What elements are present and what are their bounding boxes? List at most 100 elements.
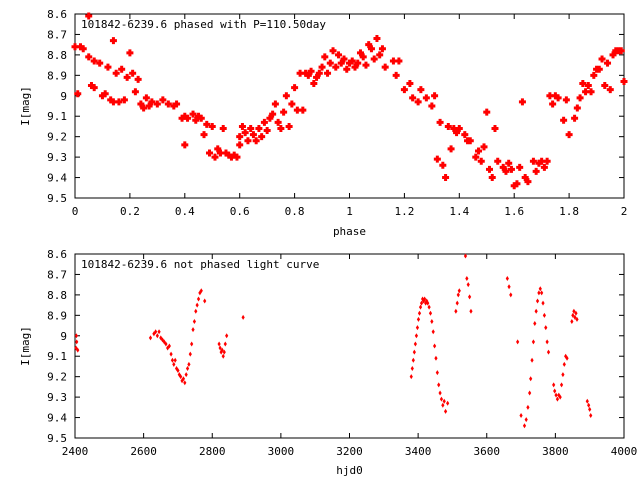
data-point (75, 339, 79, 345)
data-point (71, 43, 79, 51)
y-tick-label: 9.1 (47, 350, 67, 363)
data-point (155, 333, 159, 339)
data-point (519, 413, 523, 419)
data-point (170, 357, 175, 363)
data-point (571, 312, 575, 318)
x-tick-label: 2 (621, 205, 628, 218)
data-point (335, 51, 343, 59)
data-point (570, 318, 574, 324)
data-point (454, 308, 458, 314)
data-point (214, 145, 222, 153)
data-point (546, 349, 551, 355)
data-point (266, 114, 274, 122)
data-point (555, 396, 560, 402)
x-axis-label: phase (333, 225, 366, 238)
y-tick-label: 9.2 (47, 371, 67, 384)
x-tick-label: 1 (346, 205, 353, 218)
data-point (441, 402, 445, 408)
data-point (199, 288, 203, 294)
data-point (538, 157, 546, 165)
data-point (107, 96, 115, 104)
y-tick-label: 9 (60, 330, 67, 343)
data-point (411, 357, 415, 363)
data-point (415, 325, 420, 331)
x-tick-label: 3600 (474, 445, 501, 458)
data-point (137, 100, 145, 108)
chart-title: 101842-6239.6 phased with P=110.50day (81, 18, 326, 31)
data-point (488, 174, 496, 182)
data-point (340, 55, 348, 63)
y-axis: 8.6 8.7 8.8 8.9 9 9.1 9.2 9.3 9.4 9.5 (47, 8, 624, 205)
x-tick-label: 3000 (268, 445, 295, 458)
data-point (376, 51, 384, 59)
y-tick-label: 8.7 (47, 28, 67, 41)
data-point (617, 47, 625, 55)
data-point (537, 290, 541, 296)
x-tick-label: 2600 (130, 445, 157, 458)
data-point (529, 157, 537, 165)
x-tick-label: 2400 (62, 445, 89, 458)
data-point (587, 88, 595, 96)
y-tick-label: 9.5 (47, 192, 67, 205)
data-point (221, 353, 225, 359)
data-point (565, 355, 569, 361)
data-point (533, 321, 537, 327)
y-axis-label: I[mag] (19, 86, 32, 126)
data-point (438, 390, 442, 396)
data-point (362, 61, 370, 69)
y-tick-label: 8.8 (47, 289, 67, 302)
data-point (109, 37, 117, 45)
data-point (346, 59, 353, 67)
data-point (510, 182, 518, 190)
x-tick-label: 0 (72, 205, 79, 218)
data-point (499, 163, 507, 171)
data-point (238, 122, 246, 130)
data-point (206, 149, 214, 157)
data-point (494, 157, 502, 165)
data-point (76, 347, 80, 353)
data-point (351, 63, 359, 71)
data-point (181, 112, 189, 120)
data-point (222, 149, 230, 157)
data-point (442, 174, 450, 182)
y-tick-label: 9.2 (47, 131, 67, 144)
data-point (432, 343, 437, 349)
data-point (572, 308, 576, 314)
data-point (437, 382, 441, 388)
data-point (419, 300, 424, 306)
data-point (516, 163, 524, 171)
data-point (85, 12, 93, 20)
y-tick-label: 9.5 (47, 432, 67, 445)
y-tick-label: 8.9 (47, 69, 67, 82)
data-point (444, 122, 452, 130)
data-point (554, 94, 562, 102)
data-point (208, 122, 216, 130)
data-point (307, 67, 315, 75)
data-point (200, 131, 208, 139)
data-point (285, 122, 293, 130)
data-point (115, 98, 123, 106)
data-point (535, 298, 540, 304)
data-point (562, 361, 566, 367)
data-point (574, 310, 578, 316)
data-point (507, 284, 511, 290)
data-point (467, 294, 472, 300)
data-point (293, 106, 301, 114)
data-point (359, 53, 367, 61)
data-point (220, 347, 224, 353)
data-point (595, 65, 603, 73)
data-point (558, 394, 562, 400)
data-point (395, 57, 403, 65)
data-point (190, 341, 194, 347)
data-point (584, 82, 592, 90)
data-point (505, 276, 509, 282)
data-point (414, 333, 419, 339)
data-point (211, 153, 219, 161)
data-point (381, 63, 389, 71)
data-point (461, 131, 469, 139)
data-point (598, 55, 606, 63)
data-point (219, 124, 227, 132)
data-point (233, 153, 241, 161)
data-point (466, 282, 470, 288)
